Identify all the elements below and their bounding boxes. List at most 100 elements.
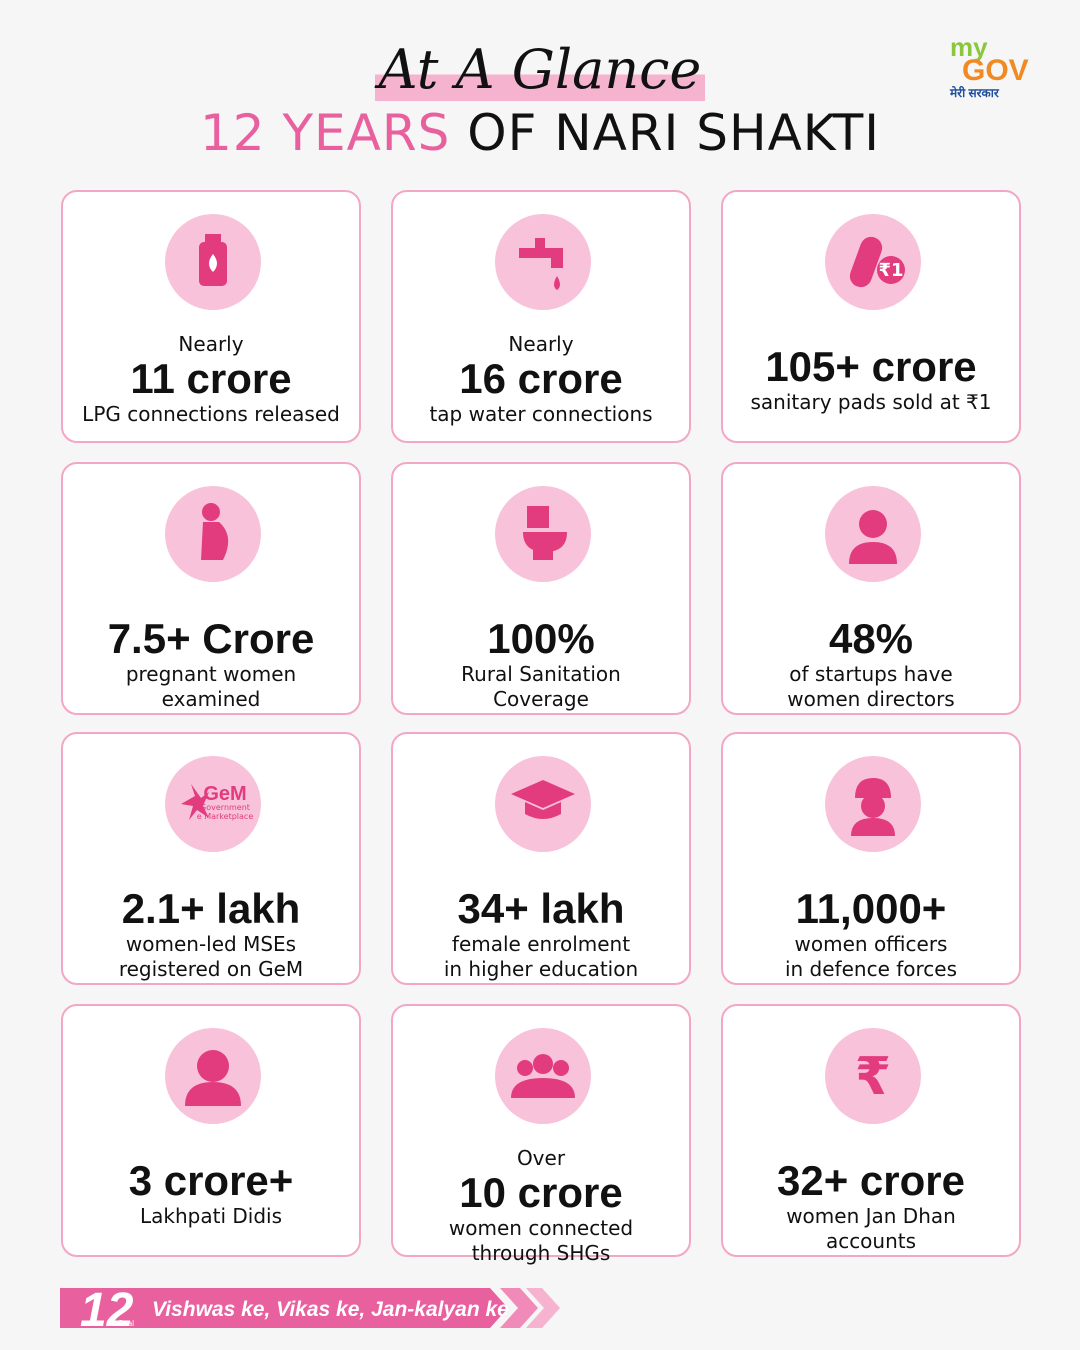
value: 16 crore [459,355,623,402]
value: 100% [487,615,595,662]
footer-slogan: Vishwas ke, Vikas ke, Jan-kalyan ke [152,1298,509,1321]
logo: my GOV मेरी सरकार [950,32,1040,101]
caption: Rural Sanitation [461,662,621,686]
icon [495,214,591,310]
icon-glyph [185,1050,241,1106]
subtitle-highlight: 12 YEARS [200,104,451,162]
icon [165,1028,261,1124]
stat-card: ₹1 105+ crore sanitary pads sold at ₹1 [721,190,1021,443]
icon-glyph [511,1054,575,1098]
caption: women directors [787,687,955,711]
caption: through SHGs [471,1241,611,1265]
caption: female enrolment [451,932,631,956]
card-text: 48% of startups have women directors [723,616,1019,712]
title-text: At A Glance [374,38,706,101]
caption: women officers [794,932,948,956]
caption: of startups have [789,662,953,686]
card-text: Nearly 11 crore LPG connections released [63,332,359,427]
icon: ₹ [825,1028,921,1124]
icon-circle [495,214,591,310]
card-text: 32+ crore women Jan Dhan accounts [723,1158,1019,1254]
icon-glyph [201,503,229,560]
card-text: 34+ lakh female enrolment in higher educat… [393,886,689,982]
caption: examined [161,687,261,711]
card-text: 11,000+ women officers in defence forces [723,886,1019,982]
icon-circle [495,1028,591,1124]
icon-glyph [519,238,563,290]
caption: accounts [825,1229,917,1253]
icon [495,486,591,582]
caption: women connected [448,1216,634,1240]
card-text: Nearly 16 crore tap water connections [393,332,689,427]
icon [165,214,261,310]
value: 3 crore+ [128,1157,294,1204]
stat-card: Nearly 16 crore tap water connections [391,190,691,443]
value: 10 crore [459,1169,623,1216]
icon [825,756,921,852]
icon [495,1028,591,1124]
caption: in defence forces [784,957,958,981]
stat-card: Over 10 crore women connected through SHGs [391,1004,691,1265]
logo-tagline: मेरी सरकार [950,86,999,100]
icon-glyph [511,780,575,819]
chevron [500,1288,538,1328]
stat-card: ₹32+ crore women Jan Dhan accounts [721,1004,1021,1257]
value: 11,000+ [795,885,947,932]
value: 2.1+ lakh [121,885,301,932]
footer-banner: 12 Saal Vishwas ke, Vikas ke, Jan-kalyan… [60,1284,560,1332]
caption: Lakhpati Didis [140,1204,282,1228]
caption: registered on GeM [118,957,304,981]
icon-glyph [523,506,567,560]
value: 11 crore [130,355,292,402]
caption: LPG connections released [82,402,340,426]
icon-glyph [199,234,227,286]
prefix: Nearly [508,332,574,356]
card-text: 3 crore+ Lakhpati Didis [63,1158,359,1229]
stat-card: GeM Government e Marketplace 2.1+ lakh women… [61,732,361,985]
subtitle-rest: OF NARI SHAKTI [467,104,880,162]
icon-text: GeM [203,783,246,805]
stat-card: 34+ lakh female enrolment in higher educat… [391,732,691,985]
icon-glyph [849,510,897,564]
icon-circle [825,1028,921,1124]
caption: in higher education [443,957,639,981]
subtitle: 12 YEARS OF NARI SHAKTI [0,104,1080,162]
footer-unit: Saal [118,1319,134,1328]
icon: ₹1 [825,214,921,310]
prefix: Nearly [178,332,244,356]
logo-my: my [950,32,988,62]
caption: women-led MSEs [125,932,297,956]
stat-card: 100% Rural Sanitation Coverage [391,462,691,715]
stat-card: 11,000+ women officers in defence forces [721,732,1021,985]
value: 7.5+ Crore [107,615,315,662]
value: 32+ crore [777,1157,965,1204]
stat-card: Nearly 11 crore LPG connections released [61,190,361,443]
caption: women Jan Dhan [786,1204,956,1228]
icon-text: ₹1 [878,260,903,281]
caption: Coverage [493,687,589,711]
icon [825,486,921,582]
card-text: 105+ crore sanitary pads sold at ₹1 [723,344,1019,415]
chevron [526,1288,560,1328]
icon-glyph [849,236,905,288]
footer-number: 12 [80,1284,134,1332]
icon [495,756,591,852]
icon-text: e Marketplace [197,812,254,821]
icon-text: Government [200,803,250,812]
caption: tap water connections [429,402,653,426]
value: 105+ crore [765,343,977,390]
caption: sanitary pads sold at ₹1 [750,390,992,414]
card-text: 7.5+ Crore pregnant women examined [63,616,359,712]
prefix: Over [516,1146,566,1170]
icon-glyph [851,778,895,836]
caption: pregnant women [125,662,297,686]
banner-shape [60,1288,508,1328]
icon-text: ₹ [855,1047,891,1107]
stat-card: 3 crore+ Lakhpati Didis [61,1004,361,1257]
card-text: 100% Rural Sanitation Coverage [393,616,689,712]
icon-star [181,784,209,820]
stat-card: 7.5+ Crore pregnant women examined [61,462,361,715]
icon-circle [165,756,261,852]
